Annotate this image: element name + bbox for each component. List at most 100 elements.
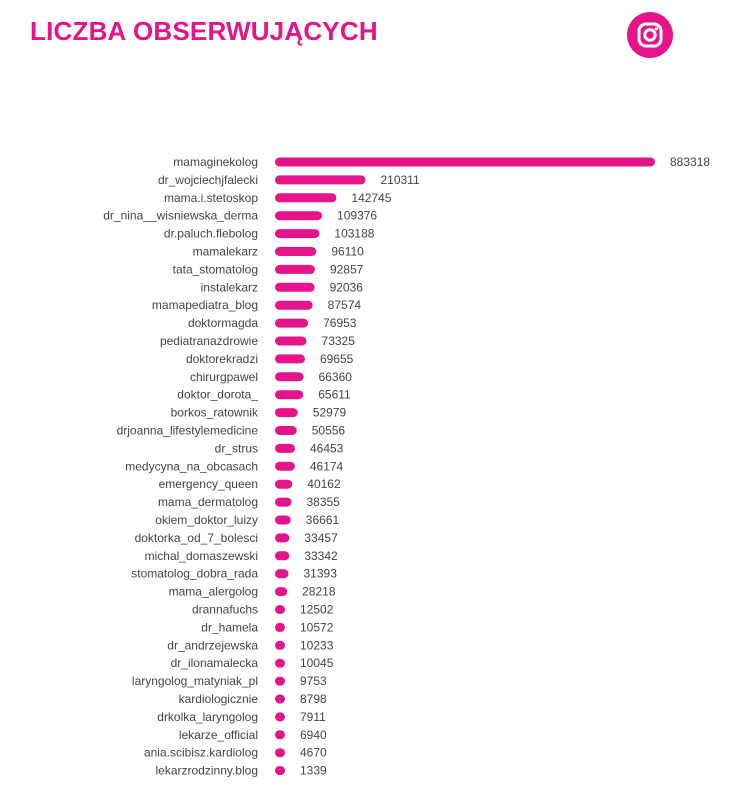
- bar: [275, 247, 317, 256]
- category-label: pediatranazdrowie: [160, 334, 258, 348]
- value-label: 96110: [331, 245, 364, 259]
- bar: [275, 551, 290, 561]
- category-label: kardiologicznie: [179, 692, 259, 706]
- bar: [275, 390, 304, 400]
- category-label: borkos_ratownik: [171, 406, 259, 420]
- value-label: 33457: [304, 531, 338, 545]
- page-title: LICZBA OBSERWUJĄCYCH: [30, 16, 378, 46]
- category-label: medycyna_na_obcasach: [125, 459, 258, 473]
- bar: [275, 354, 305, 364]
- value-label: 50556: [312, 424, 346, 438]
- bar: [275, 461, 295, 471]
- bar: [275, 229, 320, 239]
- bar: [275, 569, 289, 579]
- bar: [275, 694, 285, 704]
- value-label: 92857: [330, 262, 364, 276]
- value-label: 10045: [300, 656, 334, 670]
- category-label: dr_nina__wisniewska_derma: [103, 209, 258, 223]
- bar: [275, 443, 295, 453]
- value-label: 6940: [300, 728, 327, 742]
- value-label: 8798: [300, 692, 327, 706]
- value-label: 40162: [307, 477, 341, 491]
- category-label: stomatolog_dobra_rada: [131, 567, 258, 581]
- category-label: instalekarz: [201, 280, 258, 294]
- category-label: doktorekradzi: [186, 352, 258, 366]
- category-label: dr_andrzejewska: [167, 638, 258, 652]
- bar: [275, 426, 297, 435]
- bar: [275, 193, 337, 203]
- value-label: 883318: [670, 155, 710, 169]
- category-label: dr_ilonamalecka: [171, 656, 259, 670]
- category-label: chirurgpawel: [190, 370, 258, 384]
- value-label: 10572: [300, 620, 334, 634]
- value-label: 28218: [302, 585, 336, 599]
- category-label: lekarze_official: [179, 728, 258, 742]
- bar: [275, 712, 285, 722]
- category-label: mamalekarz: [193, 245, 258, 259]
- category-label: drkolka_laryngolog: [157, 710, 258, 724]
- bar: [275, 640, 285, 650]
- category-label: mamaginekolog: [173, 155, 258, 169]
- category-label: dr_strus: [215, 441, 258, 455]
- value-label: 38355: [307, 495, 341, 509]
- category-label: doktor_dorota_: [177, 388, 258, 402]
- value-label: 36661: [306, 513, 340, 527]
- value-label: 52979: [313, 406, 347, 420]
- bar: [275, 282, 315, 292]
- bar: [275, 336, 307, 346]
- bar: [275, 497, 292, 507]
- value-label: 103188: [334, 227, 374, 241]
- value-label: 10233: [300, 638, 334, 652]
- value-label: 109376: [337, 209, 377, 223]
- bar: [275, 515, 291, 525]
- category-label: laryngolog_matyniak_pl: [132, 674, 258, 688]
- category-label: okiem_doktor_luizy: [155, 513, 258, 527]
- value-label: 73325: [322, 334, 356, 348]
- category-label: drannafuchs: [192, 603, 258, 617]
- category-label: doktormagda: [188, 316, 258, 330]
- category-label: dr.paluch.flebolog: [164, 227, 258, 241]
- value-label: 66360: [319, 370, 353, 384]
- bar: [275, 605, 285, 614]
- bar: [275, 533, 290, 543]
- category-label: michal_domaszewski: [145, 549, 258, 563]
- category-label: mama_dermatolog: [158, 495, 258, 509]
- value-label: 12502: [300, 603, 334, 617]
- category-label: doktorka_od_7_bolesci: [135, 531, 258, 545]
- value-label: 92036: [330, 280, 364, 294]
- value-label: 9753: [300, 674, 327, 688]
- bar: [275, 748, 285, 758]
- category-label: mama_alergolog: [169, 585, 258, 599]
- value-label: 1339: [300, 764, 327, 778]
- bar: [275, 318, 309, 328]
- value-label: 4670: [300, 746, 327, 760]
- bar: [275, 300, 313, 310]
- bar: [275, 766, 285, 776]
- bar: [275, 175, 366, 185]
- bar: [275, 676, 285, 686]
- bar: [275, 730, 285, 740]
- category-label: mama.i.stetoskop: [164, 191, 258, 205]
- category-label: dr_wojciechjfalecki: [158, 173, 258, 187]
- value-label: 87574: [328, 298, 362, 312]
- bar: [275, 157, 655, 167]
- value-label: 33342: [304, 549, 338, 563]
- instagram-icon: [627, 12, 673, 58]
- category-label: dr_hamela: [201, 620, 258, 634]
- bar: [275, 658, 285, 668]
- bar: [275, 587, 288, 597]
- value-label: 7911: [300, 710, 326, 724]
- value-label: 142745: [351, 191, 391, 205]
- value-label: 210311: [380, 173, 419, 187]
- category-label: ania.scibisz.kardiolog: [144, 746, 258, 760]
- category-label: mamapediatra_blog: [152, 298, 258, 312]
- value-label: 69655: [320, 352, 354, 366]
- category-label: lekarzrodzinny.blog: [156, 764, 259, 778]
- bar: [275, 622, 285, 632]
- bar: [275, 211, 323, 221]
- value-label: 46174: [310, 459, 344, 473]
- value-label: 46453: [310, 441, 344, 455]
- bar: [275, 372, 304, 382]
- value-label: 65611: [318, 388, 351, 402]
- category-label: emergency_queen: [159, 477, 258, 491]
